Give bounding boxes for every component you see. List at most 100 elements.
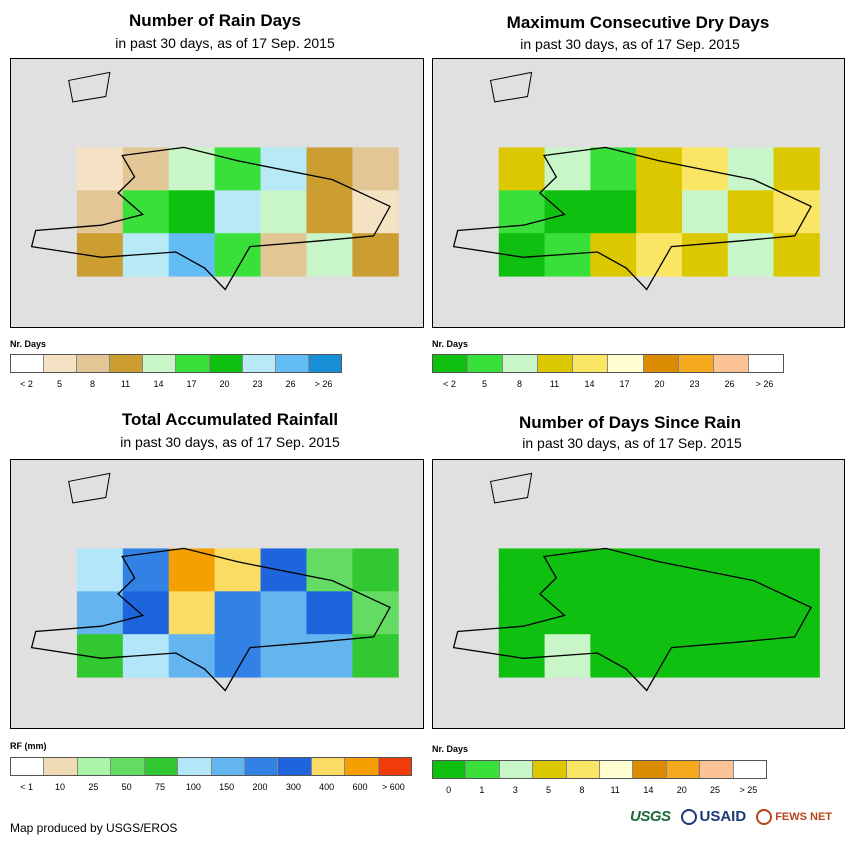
legend-label: 23 [689, 379, 700, 389]
legend-label: 300 [285, 782, 301, 792]
map-grid-cell [352, 548, 399, 592]
legend-swatch [533, 761, 567, 778]
legend-swatch [466, 761, 500, 778]
map-grid-cell [260, 591, 307, 635]
map-grid-cell [636, 190, 683, 234]
usaid-logo: USAID [680, 808, 747, 825]
legend-label: 23 [252, 379, 263, 389]
legend-swatch [503, 355, 539, 372]
legend-swatch [110, 355, 144, 372]
legend-swatch [600, 761, 634, 778]
map-grid-cell [727, 190, 775, 234]
legend-label: 5 [56, 379, 63, 389]
legend-label: 17 [186, 379, 197, 389]
legend-swatch [608, 355, 644, 372]
coastline [30, 547, 391, 692]
usaid-logo-text: USAID [699, 808, 747, 825]
map-canvas [452, 71, 820, 291]
legend-swatch [242, 355, 276, 372]
fews-net-logo: FEWS NET [756, 808, 832, 825]
legend-bar-rainfall [10, 757, 412, 776]
legend-label: 8 [516, 379, 523, 389]
legend-bar-dry-days [432, 354, 784, 373]
legend-label: 20 [219, 379, 230, 389]
legend-swatch [11, 758, 45, 775]
coastline [30, 146, 391, 291]
map-grid-cell [214, 233, 262, 277]
legend-label: 20 [654, 379, 665, 389]
legend-label: 400 [319, 782, 335, 792]
map-grid-cell [681, 233, 729, 277]
legend-label: 600 [352, 782, 368, 792]
map-grid-cell [168, 147, 216, 191]
legend-label: 5 [481, 379, 488, 389]
legend-swatch [433, 355, 469, 372]
footer-credit: Map produced by USGS/EROS [10, 821, 178, 835]
legend-swatch [211, 758, 245, 775]
map-grid-cell [681, 190, 729, 234]
logo-strip: USGS USAID FEWS NET [630, 808, 832, 825]
map-grid-cell [636, 548, 683, 592]
map-grid-cell [168, 190, 216, 234]
legend-label: 14 [643, 785, 654, 795]
legend-label: > 25 [739, 785, 758, 795]
legend-label: 17 [619, 379, 630, 389]
legend-label: > 26 [755, 379, 774, 389]
coastline-island [489, 71, 533, 103]
map-grid-cell [306, 548, 353, 592]
map-grid-cell [122, 591, 170, 635]
map-grid-cell [590, 190, 637, 234]
legend-swatch [44, 758, 78, 775]
map-grid-cell [168, 591, 216, 635]
map-grid-cell [306, 147, 353, 191]
legend-title-days-since-rain: Nr. Days [432, 744, 469, 754]
panel-title-rainfall: Total Accumulated Rainfall [121, 410, 339, 429]
legend-label: 8 [89, 379, 96, 389]
usaid-seal-icon [680, 808, 697, 825]
panel-subtitle-dry-days: in past 30 days, as of 17 Sep. 2015 [520, 36, 740, 52]
map-grid-cell [636, 591, 683, 635]
legend-swatch [308, 355, 341, 372]
map-grid-cell [773, 548, 820, 592]
map-grid-cell [260, 233, 307, 277]
map-grid-cell [773, 190, 820, 234]
legend-label: < 2 [20, 379, 33, 389]
map-grid-cell [681, 634, 729, 678]
legend-title-rain-days: Nr. Days [10, 339, 47, 349]
legend-label: 14 [153, 379, 164, 389]
map-grid-cell [214, 147, 262, 191]
map-grid-cell [636, 233, 683, 277]
legend-label: 25 [710, 785, 721, 795]
legend-swatch [633, 761, 667, 778]
map-grid-cell [260, 634, 307, 678]
map-grid-cell [727, 548, 775, 592]
legend-label: 26 [285, 379, 296, 389]
legend-swatch [144, 758, 179, 775]
legend-swatch [733, 761, 767, 778]
legend-swatch [77, 355, 111, 372]
map-grid-cell [214, 591, 262, 635]
legend-title-rainfall: RF (mm) [10, 741, 47, 751]
map-rain-days [10, 58, 424, 328]
map-grid-cell [168, 233, 216, 277]
legend-label: 3 [512, 785, 518, 795]
map-grid-cell [306, 591, 353, 635]
legend-swatch [275, 355, 309, 372]
map-grid-cell [214, 634, 262, 678]
map-grid-cell [76, 147, 124, 191]
legend-label: 10 [54, 782, 66, 792]
legend-swatch [111, 758, 145, 775]
coastline [452, 146, 813, 291]
legend-swatch [176, 355, 210, 372]
legend-label: 50 [121, 782, 132, 792]
legend-swatch [700, 761, 734, 778]
legend-swatch [748, 355, 783, 372]
legend-swatch [44, 355, 78, 372]
map-grid-cell [681, 591, 729, 635]
legend-label: 11 [610, 785, 620, 795]
map-grid-cell [352, 233, 399, 277]
panel-title-rain-days: Number of Rain Days [129, 11, 301, 30]
legend-swatch [666, 761, 701, 778]
legend-labels-dry-days: < 2 5 8 11 14 17 20 23 26 > 26 [432, 379, 782, 391]
map-canvas [452, 472, 820, 692]
